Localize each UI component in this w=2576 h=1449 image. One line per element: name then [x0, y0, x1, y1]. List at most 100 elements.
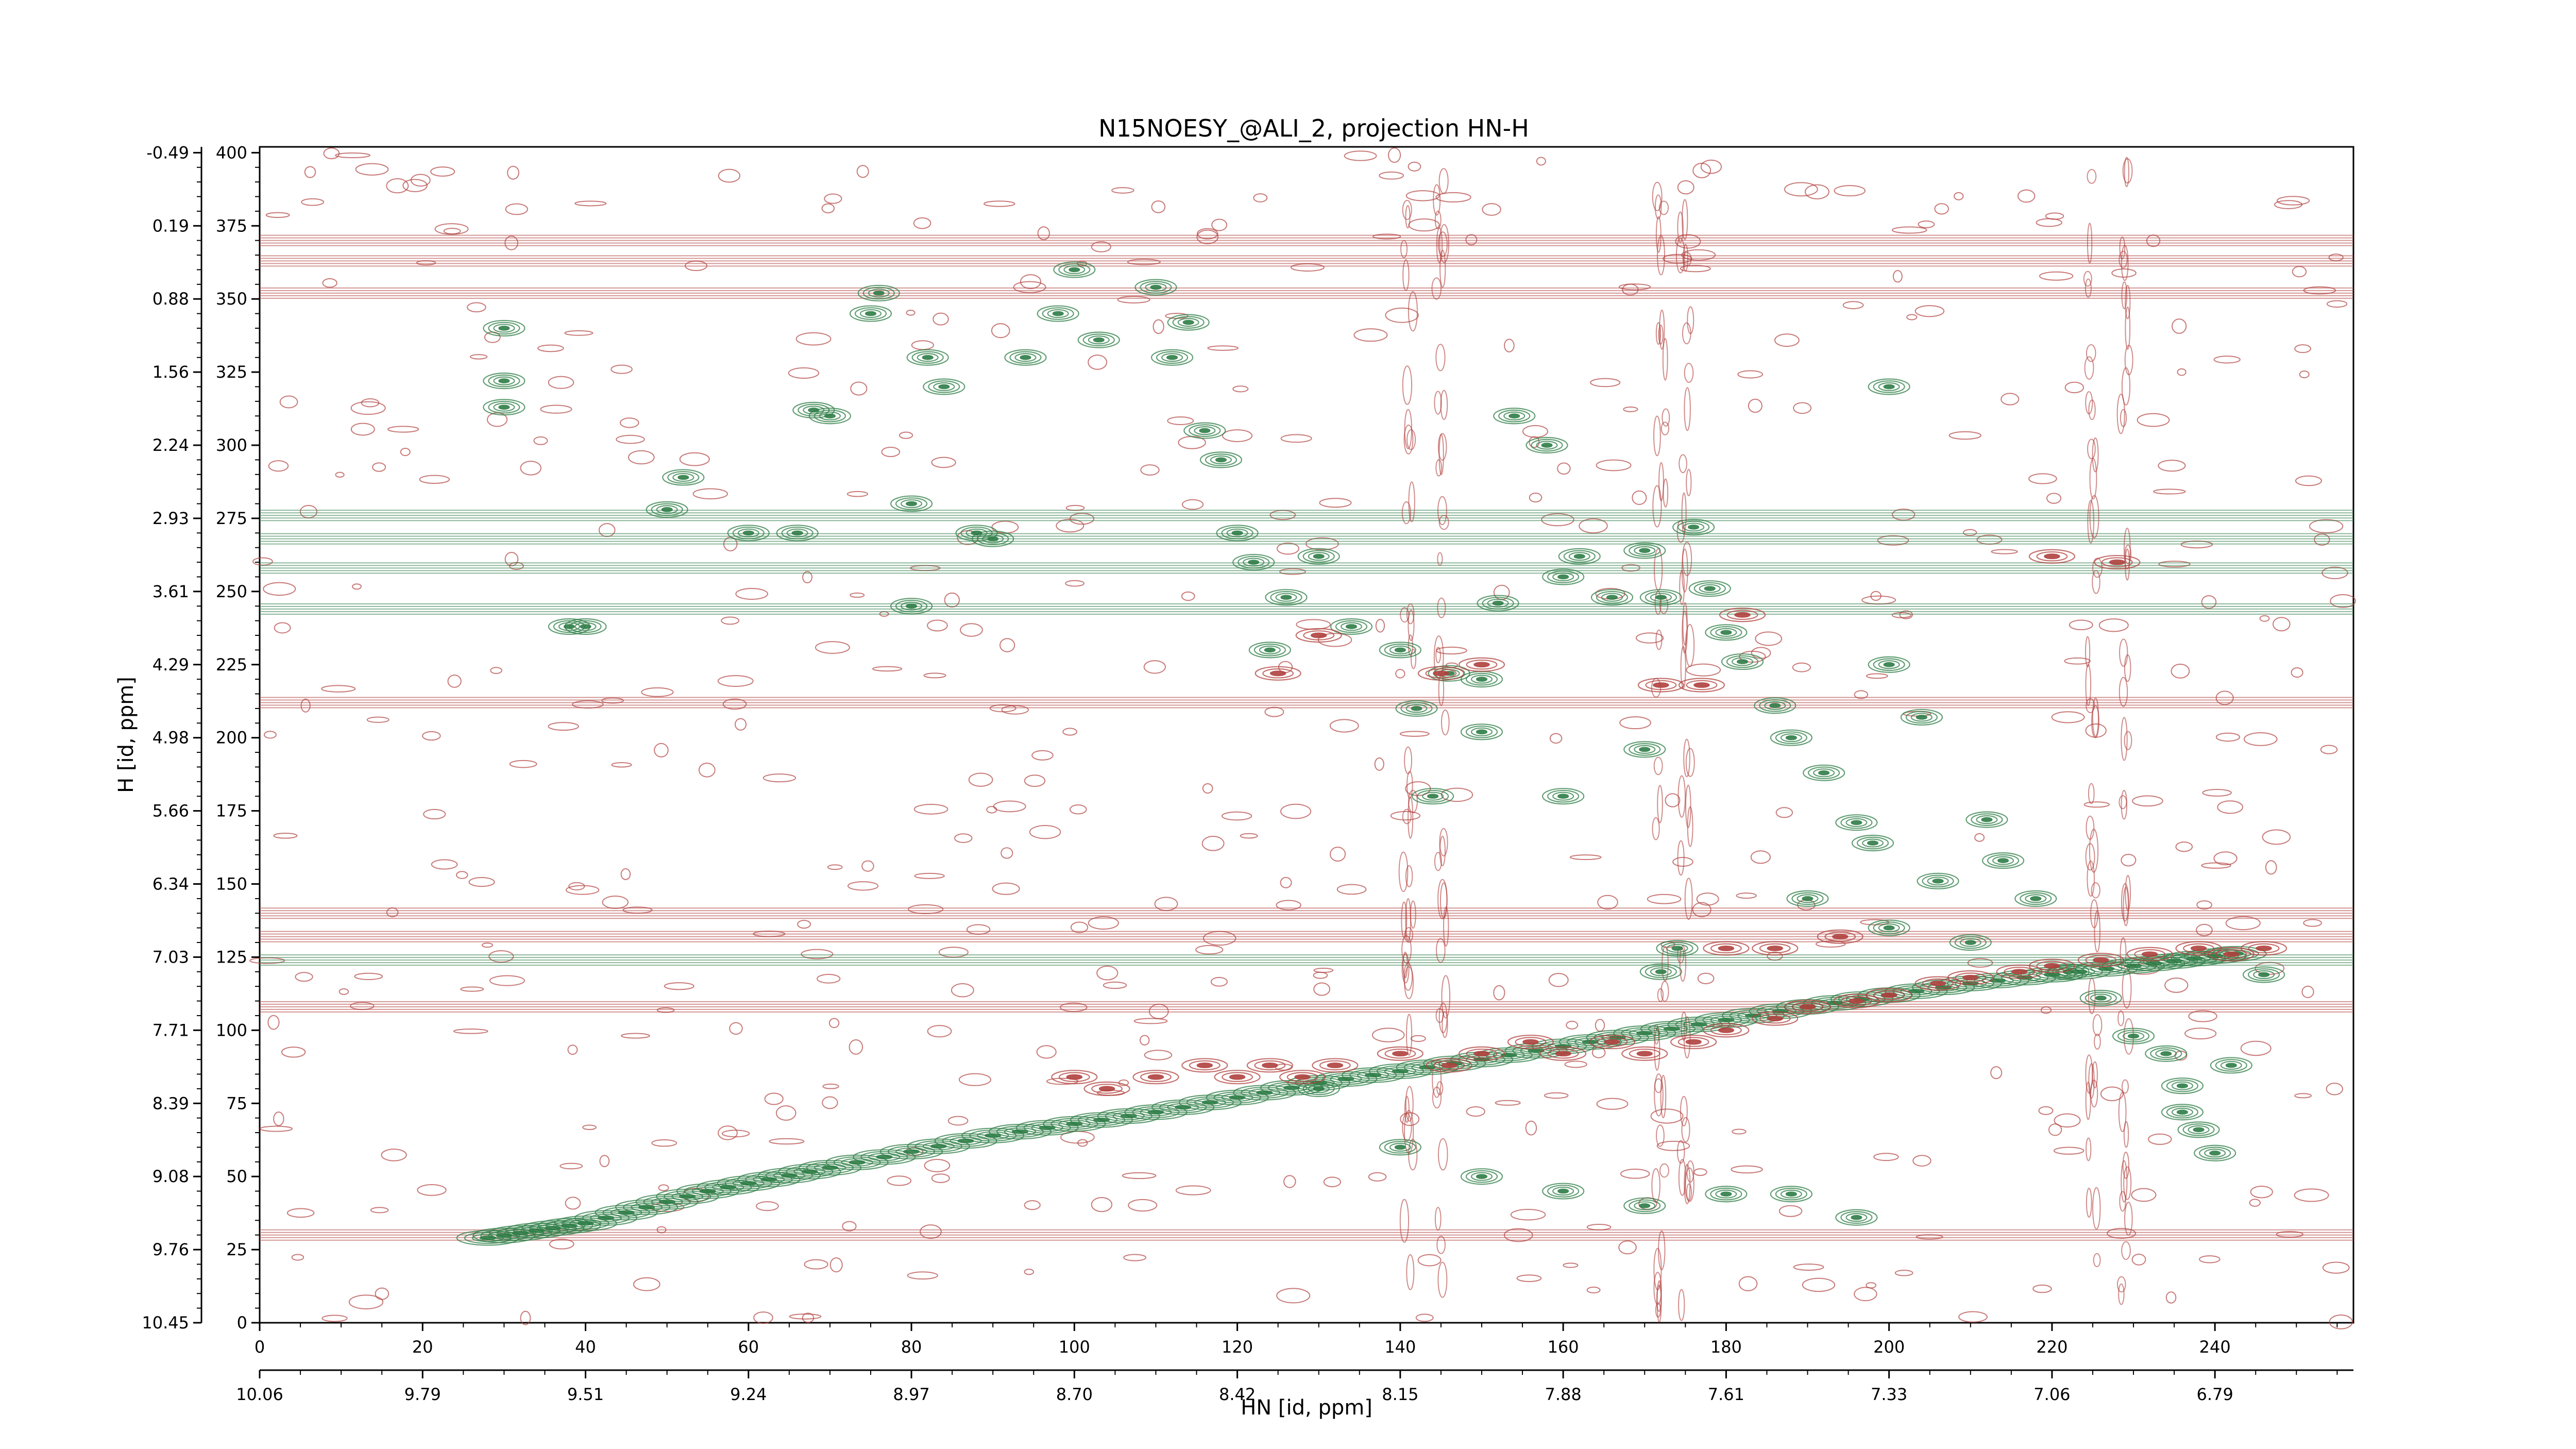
negative-peak — [1759, 1013, 1791, 1024]
noise-contour — [2299, 370, 2310, 379]
positive-peak — [1552, 572, 1574, 582]
noise-contour — [381, 1149, 407, 1161]
noise-contour — [847, 881, 879, 891]
negative-peak — [1425, 668, 1457, 679]
noise-contour — [1221, 811, 1252, 821]
noise-contour — [1866, 673, 1888, 679]
noise-contour — [628, 450, 655, 465]
noise-contour — [1632, 490, 1647, 505]
noise-contour — [263, 731, 277, 739]
positive-peak — [677, 475, 689, 480]
noise-contour — [923, 672, 946, 679]
vertical-band-contour — [1651, 1168, 1660, 1203]
positive-peak — [1965, 811, 2008, 828]
positive-peak — [1770, 729, 1812, 746]
noise-contour — [1336, 884, 1367, 895]
noise-contour — [802, 1312, 815, 1323]
negative-peak — [1767, 945, 1784, 951]
noise-contour — [273, 832, 298, 839]
positive-peak — [1606, 595, 1618, 600]
vertical-band-contour — [1403, 1110, 1414, 1154]
noise-contour — [821, 203, 835, 214]
positive-peak — [1910, 713, 1933, 722]
noise-contour — [1912, 1155, 1931, 1167]
noise-contour — [769, 1138, 805, 1145]
noise-contour — [1918, 220, 1935, 228]
noise-contour — [2322, 1261, 2350, 1274]
diagonal-peak — [1621, 1027, 1669, 1039]
vertical-band-contour — [2119, 638, 2128, 667]
noise-contour — [1842, 301, 1864, 309]
positive-peak — [2199, 1147, 2231, 1160]
noise-contour — [2294, 344, 2311, 353]
noise-contour — [1175, 1185, 1211, 1195]
positive-peak — [1477, 595, 1519, 612]
negative-peak — [1540, 1046, 1587, 1061]
noise-contour — [490, 667, 502, 674]
noise-contour — [537, 344, 564, 352]
noise-contour — [2054, 1113, 2081, 1128]
noise-contour — [372, 462, 386, 472]
positive-peak — [1666, 943, 1688, 953]
noise-contour — [1665, 793, 1681, 807]
vertical-band-contour — [1439, 836, 1446, 866]
positive-peak — [1069, 267, 1080, 273]
vertical-band-contour — [2122, 1152, 2130, 1179]
positive-peak — [1264, 647, 1276, 653]
noise-contour — [1974, 833, 1985, 842]
negative-peak — [1189, 1060, 1221, 1071]
x-axis-ppm: 10.06 9.79 9.51 9.24 8.97 8.70 8.42 8.15 7.88 7.6… — [236, 1369, 2353, 1404]
vertical-band-contour — [1437, 496, 1447, 526]
y-index-tick-label: 400 — [216, 143, 247, 162]
noise-contour — [366, 716, 389, 723]
positive-peak — [1878, 660, 1900, 669]
noise-contour — [1276, 542, 1299, 555]
negative-peak — [1929, 981, 1946, 986]
positive-peak — [2122, 1032, 2145, 1041]
positive-peak — [1736, 659, 1749, 664]
noise-contour — [304, 166, 316, 178]
diagonal-peak — [977, 1131, 1009, 1140]
y-ppm-tick-label: 0.19 — [152, 216, 189, 235]
noise-contour — [1586, 1286, 1601, 1294]
positive-peak — [1601, 593, 1623, 602]
y-index-tick-label: 225 — [216, 655, 247, 675]
negative-peak — [1678, 678, 1725, 693]
positive-peak — [2182, 1123, 2215, 1136]
x-index-tick-label: 200 — [1873, 1337, 1905, 1357]
positive-peak — [1248, 560, 1260, 565]
noise-contour — [920, 1224, 942, 1239]
noise-contour — [2051, 711, 2085, 723]
diagonal-peak — [1330, 1074, 1362, 1084]
vertical-band-contour — [2086, 1187, 2092, 1218]
noise-contour — [692, 488, 728, 500]
vertical-band-contour — [1657, 235, 1666, 276]
noise-contour — [850, 381, 868, 396]
negative-peak — [1962, 974, 1979, 981]
noise-contour — [931, 457, 956, 468]
positive-peak — [1009, 351, 1042, 364]
vertical-band-contour — [1677, 840, 1685, 876]
x-ppm-tick-label: 6.79 — [2197, 1385, 2233, 1404]
x-index-tick-label: 180 — [1710, 1337, 1742, 1357]
noise-contour — [2273, 617, 2291, 632]
noise-contour — [1153, 319, 1164, 334]
noise-contour — [1962, 529, 1977, 536]
vertical-band-contour — [2092, 437, 2099, 473]
positive-peak — [1232, 553, 1275, 571]
noise-contour — [1672, 857, 1693, 867]
x-index-tick-label: 20 — [412, 1337, 433, 1357]
negative-peak — [2190, 945, 2207, 951]
y-ppm-tick-label: 9.76 — [152, 1240, 189, 1259]
vertical-band-contour — [2085, 636, 2091, 668]
y-index-tick-label: 75 — [226, 1093, 247, 1113]
positive-peak — [1775, 1187, 1807, 1201]
noise-contour — [2329, 1315, 2353, 1329]
positive-peak — [2220, 1060, 2242, 1070]
vertical-band-contour — [1677, 211, 1684, 243]
positive-peak — [1629, 544, 1661, 557]
vertical-band-contour — [2119, 250, 2128, 268]
y-ppm-tick-label: 1.56 — [152, 362, 189, 382]
noise-contour — [1279, 568, 1306, 575]
x-index-tick-label: 240 — [2199, 1337, 2231, 1357]
